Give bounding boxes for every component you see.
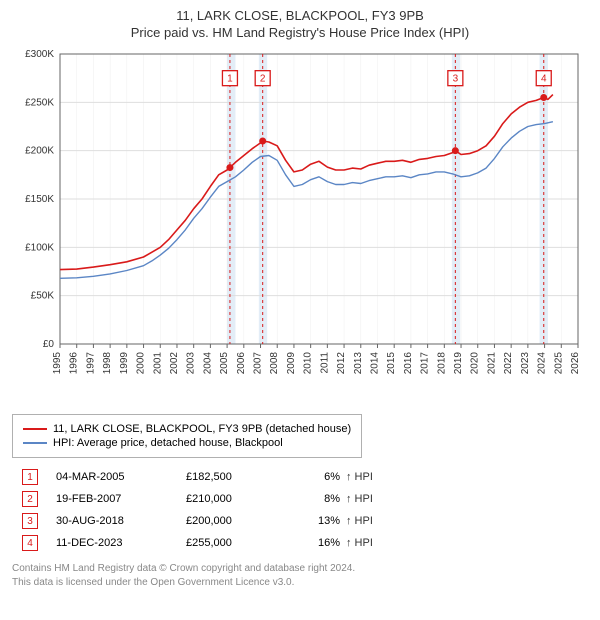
sale-price: £210,000 xyxy=(186,493,286,505)
sale-date: 11-DEC-2023 xyxy=(56,537,186,549)
svg-text:1998: 1998 xyxy=(102,352,113,375)
chart-title-address: 11, LARK CLOSE, BLACKPOOL, FY3 9PB xyxy=(12,8,588,23)
svg-text:2004: 2004 xyxy=(202,352,213,375)
sale-marker: 2 xyxy=(22,491,38,507)
svg-text:2002: 2002 xyxy=(169,352,180,375)
svg-text:1995: 1995 xyxy=(52,352,63,375)
svg-text:2023: 2023 xyxy=(520,352,531,375)
sale-pct: 8% xyxy=(286,493,346,505)
sale-pct: 6% xyxy=(286,471,346,483)
svg-text:2013: 2013 xyxy=(353,352,364,375)
sale-hpi-indicator: ↑ HPI xyxy=(346,537,426,549)
legend-item: HPI: Average price, detached house, Blac… xyxy=(23,437,351,449)
svg-text:2008: 2008 xyxy=(269,352,280,375)
price-chart: £0 £50K £100K £150K £200K £250K £300K 1995 1996 1… xyxy=(12,48,588,408)
svg-text:£100K: £100K xyxy=(25,242,54,253)
chart-title-subtitle: Price paid vs. HM Land Registry's House … xyxy=(12,25,588,40)
svg-text:2003: 2003 xyxy=(186,352,197,375)
svg-text:£50K: £50K xyxy=(31,291,55,302)
svg-text:4: 4 xyxy=(541,74,547,85)
svg-text:1999: 1999 xyxy=(119,352,130,375)
sale-pct: 16% xyxy=(286,537,346,549)
svg-text:2009: 2009 xyxy=(286,352,297,375)
svg-text:2014: 2014 xyxy=(369,352,380,375)
svg-text:2012: 2012 xyxy=(336,352,347,375)
svg-text:2018: 2018 xyxy=(436,352,447,375)
svg-text:2025: 2025 xyxy=(553,352,564,375)
svg-text:2000: 2000 xyxy=(136,352,147,375)
sale-date: 04-MAR-2005 xyxy=(56,471,186,483)
footer-line-1: Contains HM Land Registry data © Crown c… xyxy=(12,562,588,576)
svg-text:2022: 2022 xyxy=(503,352,514,375)
chart-legend: 11, LARK CLOSE, BLACKPOOL, FY3 9PB (deta… xyxy=(12,414,362,458)
sale-price: £200,000 xyxy=(186,515,286,527)
sale-pct: 13% xyxy=(286,515,346,527)
svg-text:2007: 2007 xyxy=(253,352,264,375)
svg-text:2006: 2006 xyxy=(236,352,247,375)
svg-text:2024: 2024 xyxy=(537,352,548,375)
svg-text:2019: 2019 xyxy=(453,352,464,375)
legend-item: 11, LARK CLOSE, BLACKPOOL, FY3 9PB (deta… xyxy=(23,423,351,435)
svg-text:£200K: £200K xyxy=(25,146,54,157)
svg-text:2021: 2021 xyxy=(486,352,497,375)
sale-price: £255,000 xyxy=(186,537,286,549)
sale-marker: 1 xyxy=(22,469,38,485)
sale-hpi-indicator: ↑ HPI xyxy=(346,515,426,527)
svg-text:2015: 2015 xyxy=(386,352,397,375)
svg-text:2026: 2026 xyxy=(570,352,581,375)
svg-text:2010: 2010 xyxy=(303,352,314,375)
sale-date: 19-FEB-2007 xyxy=(56,493,186,505)
legend-label: 11, LARK CLOSE, BLACKPOOL, FY3 9PB (deta… xyxy=(53,423,351,435)
sales-table: 104-MAR-2005£182,5006%↑ HPI219-FEB-2007£… xyxy=(12,466,588,554)
sale-hpi-indicator: ↑ HPI xyxy=(346,471,426,483)
legend-swatch xyxy=(23,428,47,430)
svg-text:2011: 2011 xyxy=(319,352,330,374)
sale-marker: 4 xyxy=(22,535,38,551)
svg-text:1996: 1996 xyxy=(69,352,80,375)
svg-text:£150K: £150K xyxy=(25,194,54,205)
footer-line-2: This data is licensed under the Open Gov… xyxy=(12,576,588,590)
svg-text:2005: 2005 xyxy=(219,352,230,375)
sale-row: 2 19-FEB-2007£210,0008%↑ HPI xyxy=(12,488,588,510)
svg-text:1997: 1997 xyxy=(85,352,96,375)
sale-row: 4 11-DEC-2023£255,00016%↑ HPI xyxy=(12,532,588,554)
sale-row: 3 30-AUG-2018£200,00013%↑ HPI xyxy=(12,510,588,532)
svg-text:1: 1 xyxy=(227,74,233,85)
sale-row: 1 04-MAR-2005£182,5006%↑ HPI xyxy=(12,466,588,488)
sale-date: 30-AUG-2018 xyxy=(56,515,186,527)
sale-price: £182,500 xyxy=(186,471,286,483)
legend-label: HPI: Average price, detached house, Blac… xyxy=(53,437,283,449)
footer-attribution: Contains HM Land Registry data © Crown c… xyxy=(12,562,588,590)
svg-text:2016: 2016 xyxy=(403,352,414,375)
svg-text:£0: £0 xyxy=(43,339,55,350)
svg-text:2001: 2001 xyxy=(152,352,163,375)
sale-hpi-indicator: ↑ HPI xyxy=(346,493,426,505)
sale-marker: 3 xyxy=(22,513,38,529)
legend-swatch xyxy=(23,442,47,444)
svg-text:£300K: £300K xyxy=(25,49,54,60)
svg-text:3: 3 xyxy=(453,74,459,85)
svg-text:2017: 2017 xyxy=(420,352,431,375)
svg-text:2020: 2020 xyxy=(470,352,481,375)
svg-text:2: 2 xyxy=(260,74,266,85)
svg-text:£250K: £250K xyxy=(25,97,54,108)
